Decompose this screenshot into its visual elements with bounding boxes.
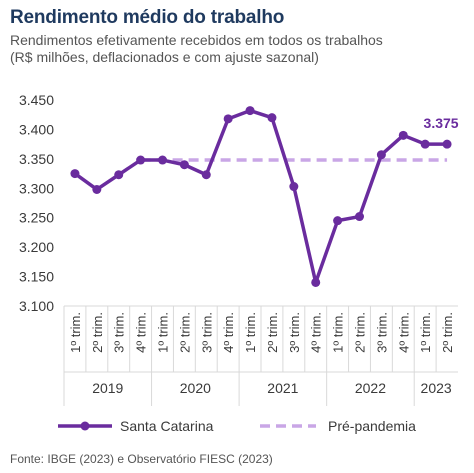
x-tick-label: 4º trim. bbox=[396, 312, 411, 353]
legend-label-pre-pandemia: Pré-pandemia bbox=[328, 418, 416, 434]
x-tick-label: 4º trim. bbox=[134, 312, 149, 353]
series-line-santa-catarina bbox=[73, 108, 448, 285]
y-tick-label: 3.200 bbox=[19, 239, 54, 255]
x-tick-label: 1º trim. bbox=[243, 312, 258, 353]
y-tick-label: 3.400 bbox=[19, 121, 54, 137]
x-year-label: 2019 bbox=[92, 380, 123, 396]
data-point bbox=[201, 170, 211, 180]
data-point bbox=[92, 184, 102, 194]
data-point bbox=[420, 139, 430, 149]
x-tick-label: 2º trim. bbox=[90, 312, 105, 353]
x-tick-label: 3º trim. bbox=[374, 312, 389, 353]
data-point bbox=[158, 155, 167, 165]
y-tick-label: 3.350 bbox=[19, 151, 54, 167]
x-tick-label: 1º trim. bbox=[331, 312, 346, 353]
y-tick-label: 3.250 bbox=[19, 210, 54, 226]
data-label: 3.375 bbox=[424, 115, 459, 131]
data-point bbox=[267, 113, 277, 123]
subtitle-line-2: (R$ milhões, deflacionados e com ajuste … bbox=[10, 49, 319, 65]
x-year-label: 2020 bbox=[180, 380, 211, 396]
x-tick-label: 2º trim. bbox=[265, 312, 280, 353]
data-point bbox=[376, 150, 386, 160]
y-tick-label: 3.450 bbox=[19, 92, 54, 108]
x-tick-label: 4º trim. bbox=[221, 312, 236, 353]
x-tick-label: 1º trim. bbox=[418, 312, 433, 353]
x-year-label: 2023 bbox=[421, 380, 452, 396]
chart-subtitle: Rendimentos efetivamente recebidos em to… bbox=[10, 32, 470, 66]
x-tick-label: 3º trim. bbox=[199, 312, 214, 353]
legend-marker-santa-catarina bbox=[80, 421, 90, 431]
source-note: Fonte: IBGE (2023) e Observatório FIESC … bbox=[10, 452, 273, 466]
legend-label-santa-catarina: Santa Catarina bbox=[120, 418, 214, 434]
y-tick-label: 3.100 bbox=[19, 298, 54, 314]
x-tick-label: 3º trim. bbox=[287, 312, 302, 353]
data-point bbox=[289, 182, 299, 192]
data-point bbox=[442, 139, 452, 149]
data-point bbox=[311, 277, 321, 287]
data-point bbox=[245, 106, 255, 116]
y-tick-label: 3.150 bbox=[19, 269, 54, 285]
data-point bbox=[179, 160, 189, 170]
x-year-label: 2021 bbox=[267, 380, 298, 396]
chart-title: Rendimento médio do trabalho bbox=[10, 7, 285, 28]
x-tick-label: 1º trim. bbox=[68, 312, 83, 353]
x-tick-label: 3º trim. bbox=[112, 312, 127, 353]
x-tick-label: 2º trim. bbox=[440, 312, 455, 353]
y-tick-label: 3.300 bbox=[19, 180, 54, 196]
subtitle-line-1: Rendimentos efetivamente recebidos em to… bbox=[10, 32, 383, 48]
data-point bbox=[70, 169, 80, 179]
data-point bbox=[355, 212, 364, 222]
x-tick-label: 1º trim. bbox=[156, 312, 171, 353]
data-point bbox=[136, 155, 146, 165]
x-tick-label: 2º trim. bbox=[177, 312, 192, 353]
x-year-label: 2022 bbox=[355, 380, 386, 396]
x-tick-label: 2º trim. bbox=[353, 312, 368, 353]
data-point bbox=[333, 216, 343, 226]
data-point bbox=[114, 170, 124, 180]
x-tick-label: 4º trim. bbox=[309, 312, 324, 353]
data-point bbox=[223, 114, 233, 124]
data-point bbox=[398, 130, 408, 140]
